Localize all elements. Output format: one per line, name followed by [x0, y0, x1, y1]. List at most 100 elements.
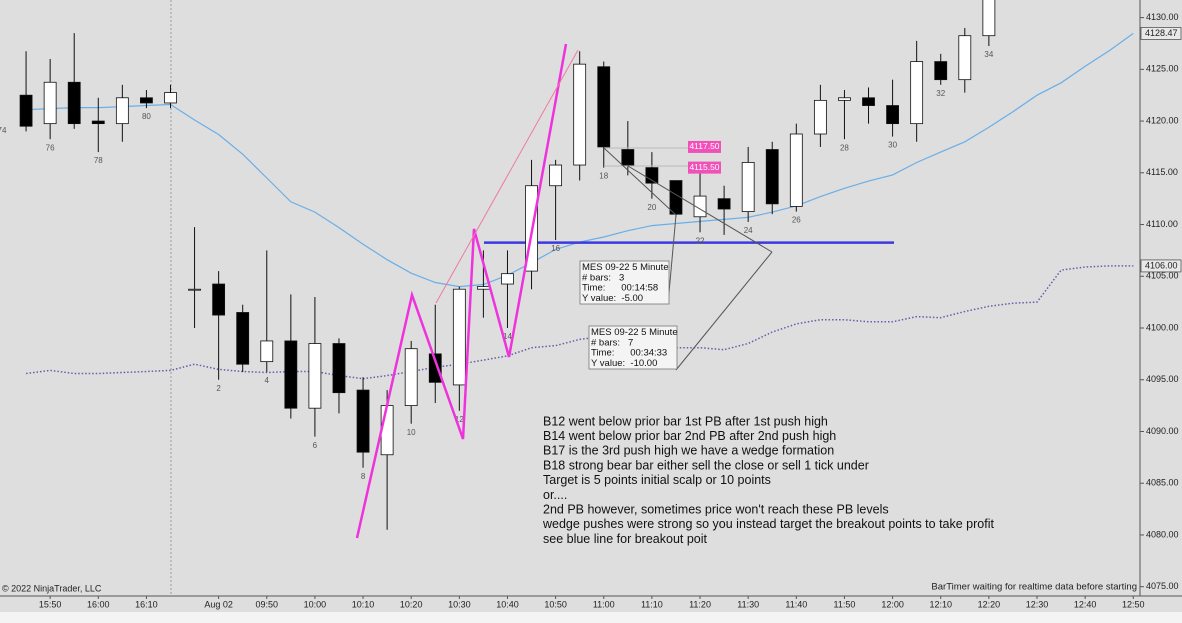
measurement-box	[588, 325, 678, 370]
candle-body	[789, 133, 803, 207]
x-tick-label: 11:40	[785, 599, 807, 609]
candle-body	[115, 97, 129, 125]
x-tick-label: 10:10	[352, 599, 375, 609]
candle-body	[476, 286, 490, 290]
candle-body	[813, 99, 827, 135]
x-tick-label: 12:50	[1122, 599, 1145, 609]
x-tick-label: 15:50	[39, 599, 62, 609]
y-tick-label: 4115.00	[1146, 167, 1178, 177]
candle-body	[862, 97, 875, 106]
candle-body	[212, 283, 226, 316]
wedge-zigzag	[355, 43, 568, 539]
candle-body	[308, 343, 322, 409]
candle-body	[741, 162, 755, 213]
bar-number: 14	[503, 332, 512, 341]
price-label: 4117.50	[689, 141, 719, 151]
indicator-line	[26, 265, 1134, 380]
bar-number: 78	[94, 156, 103, 165]
measurement-text: MES 09-22 5 Minute	[591, 327, 678, 338]
candle-body	[645, 167, 659, 184]
measurement-text: # bars: 7	[591, 337, 633, 348]
candle-body	[934, 61, 948, 81]
commentary: wedge pushes were strong so you instead …	[542, 517, 994, 531]
x-tick-label: 11:50	[834, 599, 856, 609]
commentary: B17 is the 3rd push high we have a wedge…	[543, 444, 834, 458]
y-tick-label: 4100.00	[1146, 322, 1179, 332]
candle-body	[91, 120, 105, 125]
y-tick-label: 4120.00	[1146, 115, 1179, 125]
y-tick-label: 4130.00	[1146, 12, 1179, 22]
x-tick-label: 10:30	[448, 599, 471, 609]
bar-number: 24	[744, 226, 753, 235]
candle-body	[597, 66, 611, 148]
x-tick-label: 12:20	[978, 599, 1001, 609]
commentary: 2nd PB however, sometimes price won't re…	[543, 502, 889, 516]
y-tick-label: 4095.00	[1146, 374, 1179, 384]
bar-number: 22	[696, 236, 705, 245]
candle-body	[164, 92, 177, 104]
x-tick-label: 12:30	[1026, 599, 1049, 609]
last-value-label: 4106.00	[1145, 260, 1178, 270]
commentary: Target is 5 points initial scalp or 10 p…	[543, 473, 771, 487]
candle-body	[332, 343, 346, 394]
y-tick-label: 4085.00	[1146, 478, 1179, 488]
bar-number: 16	[551, 244, 560, 253]
x-tick-label: 12:00	[881, 599, 904, 609]
x-tick-label: 12:10	[929, 599, 952, 609]
candle-body	[886, 105, 899, 125]
bar-number: 8	[361, 472, 366, 481]
candle-body	[380, 405, 394, 456]
last-value-label: 4128.47	[1145, 28, 1178, 38]
candle-body	[838, 97, 851, 101]
candle-body	[573, 63, 587, 166]
y-tick-label: 4125.00	[1146, 64, 1179, 74]
commentary: B14 went below prior bar 2nd PB after 2n…	[543, 429, 836, 443]
y-tick-label: 4075.00	[1146, 581, 1179, 591]
measurement-text: Y value: -5.00	[582, 293, 643, 304]
bar-number: 32	[936, 89, 945, 98]
measurement-box	[579, 260, 670, 305]
measurement-text: # bars: 3	[582, 272, 624, 283]
bar-number: 76	[46, 143, 55, 152]
commentary: B18 strong bear bar either sell the clos…	[543, 458, 869, 472]
bar-number: 6	[313, 441, 318, 450]
copyright: © 2022 NinjaTrader, LLC	[2, 583, 102, 593]
candle-body	[717, 198, 731, 210]
x-tick-label: 10:50	[544, 599, 567, 609]
price-label-box	[688, 161, 721, 174]
x-tick-label: 10:00	[304, 599, 327, 609]
bar-number: 4	[265, 376, 270, 385]
y-tick-label: 4080.00	[1146, 529, 1179, 539]
candle-body	[19, 94, 33, 127]
ruler-line	[675, 251, 773, 371]
bottom-strip	[0, 612, 1182, 623]
bar-number: 74	[0, 126, 7, 135]
y-tick-label: 4105.00	[1146, 271, 1179, 281]
measurement-text: MES 09-22 5 Minute	[582, 262, 669, 273]
candle-body	[43, 81, 57, 125]
ruler-line	[603, 147, 677, 216]
measurement-text: Time: 00:34:33	[591, 348, 667, 359]
x-tick-label: 09:50	[256, 599, 279, 609]
commentary: see blue line for breakout poit	[543, 532, 708, 546]
candle-body	[621, 149, 635, 166]
last-value-box	[1140, 27, 1182, 40]
x-tick-label: 11:20	[689, 599, 711, 609]
candle-body	[284, 340, 298, 409]
price-label-box	[688, 140, 721, 153]
candle-body	[260, 340, 274, 363]
plot-area: 7476788024681012141618202224262830323441…	[0, 0, 1134, 530]
measurement-text: Time: 00:14:58	[582, 283, 658, 294]
bar-number: 28	[840, 143, 849, 152]
measurement-text: Y value: -10.00	[591, 358, 657, 369]
bar-number: 80	[142, 112, 151, 121]
candle-body	[188, 288, 201, 291]
last-value-box	[1140, 259, 1182, 273]
bar-number: 12	[455, 415, 464, 424]
commentary: B12 went below prior bar 1st PB after 1s…	[543, 414, 828, 428]
candle-body	[404, 348, 418, 407]
candle-body	[765, 149, 779, 205]
price-label: 4115.50	[689, 162, 719, 172]
